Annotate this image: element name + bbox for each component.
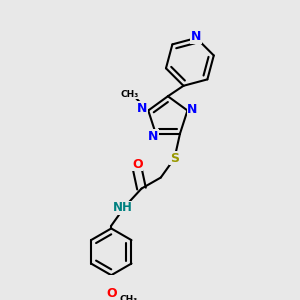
Text: O: O bbox=[132, 158, 143, 171]
Text: N: N bbox=[187, 103, 198, 116]
Text: S: S bbox=[170, 152, 179, 165]
Text: N: N bbox=[148, 130, 158, 143]
Text: CH₃: CH₃ bbox=[121, 89, 139, 98]
Text: NH: NH bbox=[113, 201, 133, 214]
Text: N: N bbox=[137, 102, 147, 115]
Text: N: N bbox=[191, 30, 202, 43]
Text: O: O bbox=[106, 287, 117, 300]
Text: CH₃: CH₃ bbox=[119, 295, 138, 300]
